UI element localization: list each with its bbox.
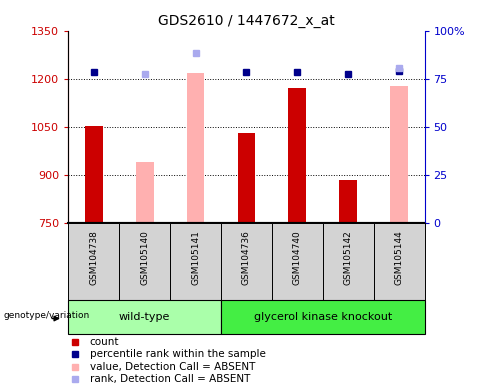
Bar (339, 180, 357, 223)
Bar (186, 73, 204, 223)
Text: GSM104736: GSM104736 (242, 230, 251, 285)
Bar (288, 88, 306, 223)
Text: GSM105140: GSM105140 (140, 230, 149, 285)
Bar (272, 223, 323, 300)
Bar (238, 133, 255, 223)
Text: GSM104738: GSM104738 (89, 230, 98, 285)
Text: genotype/variation: genotype/variation (3, 311, 90, 319)
Bar (68, 223, 119, 300)
Text: glycerol kinase knockout: glycerol kinase knockout (254, 312, 392, 322)
Text: rank, Detection Call = ABSENT: rank, Detection Call = ABSENT (90, 374, 250, 384)
Bar (221, 223, 272, 300)
Title: GDS2610 / 1447672_x_at: GDS2610 / 1447672_x_at (158, 14, 335, 28)
Bar (221, 300, 425, 334)
Text: percentile rank within the sample: percentile rank within the sample (90, 349, 265, 359)
Bar (136, 162, 154, 223)
Bar (323, 223, 374, 300)
Text: GSM105142: GSM105142 (344, 230, 353, 285)
Text: GSM105144: GSM105144 (395, 230, 404, 285)
Bar (390, 86, 408, 223)
Bar (170, 223, 221, 300)
Text: value, Detection Call = ABSENT: value, Detection Call = ABSENT (90, 361, 255, 372)
Bar (68, 300, 221, 334)
Text: GSM105141: GSM105141 (191, 230, 200, 285)
Bar (374, 223, 425, 300)
Text: wild-type: wild-type (119, 312, 170, 322)
Text: count: count (90, 336, 119, 347)
Bar (119, 223, 170, 300)
Text: GSM104740: GSM104740 (293, 230, 302, 285)
Bar (85, 126, 102, 223)
